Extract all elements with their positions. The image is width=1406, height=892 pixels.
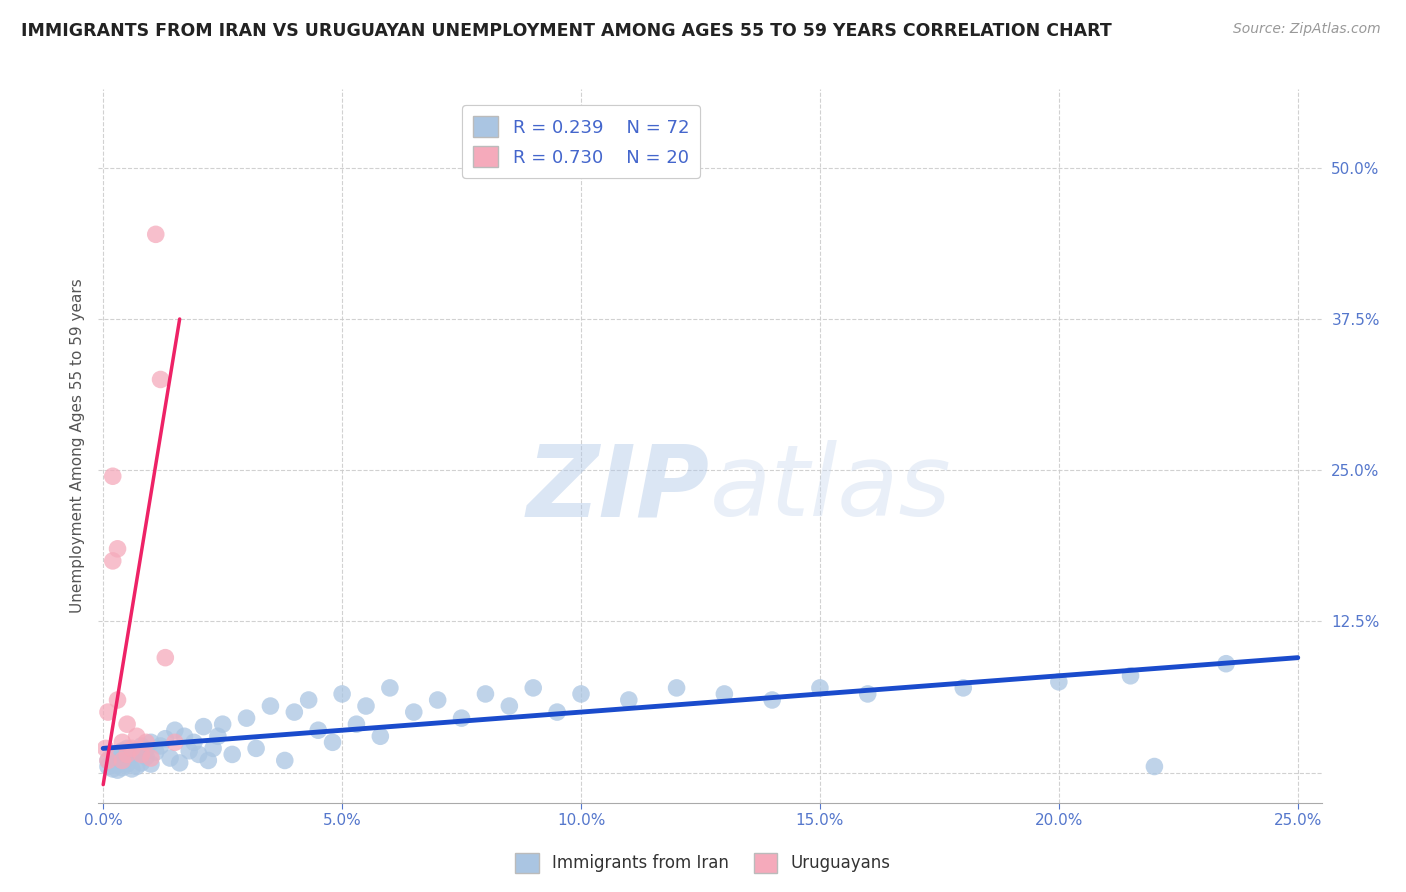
Point: [131, 756, 153, 770]
Text: ZIP: ZIP: [527, 441, 710, 537]
Point: [149, 739, 172, 753]
Point: [139, 751, 162, 765]
Point: [298, 693, 321, 707]
Point: [245, 741, 267, 756]
Point: [115, 717, 138, 731]
Y-axis label: Unemployment Among Ages 55 to 59 years: Unemployment Among Ages 55 to 59 years: [69, 278, 84, 614]
Point: [115, 747, 138, 762]
Point: [115, 757, 138, 772]
Point: [274, 754, 297, 768]
Point: [155, 731, 177, 746]
Point: [330, 687, 353, 701]
Point: [183, 735, 205, 749]
Point: [1215, 657, 1237, 671]
Point: [97, 705, 120, 719]
Point: [193, 720, 215, 734]
Point: [155, 650, 177, 665]
Point: [179, 744, 201, 758]
Point: [159, 751, 181, 765]
Point: [149, 372, 172, 386]
Point: [94, 741, 117, 756]
Point: [283, 705, 305, 719]
Point: [713, 687, 735, 701]
Point: [115, 752, 138, 766]
Point: [131, 747, 153, 762]
Point: [111, 754, 134, 768]
Point: [135, 735, 157, 749]
Point: [135, 742, 157, 756]
Text: atlas: atlas: [710, 441, 952, 537]
Point: [97, 759, 120, 773]
Point: [173, 729, 195, 743]
Text: Source: ZipAtlas.com: Source: ZipAtlas.com: [1233, 22, 1381, 37]
Point: [952, 681, 974, 695]
Point: [135, 749, 157, 764]
Point: [97, 754, 120, 768]
Point: [761, 693, 783, 707]
Point: [125, 746, 148, 760]
Point: [101, 469, 124, 483]
Text: IMMIGRANTS FROM IRAN VS URUGUAYAN UNEMPLOYMENT AMONG AGES 55 TO 59 YEARS CORRELA: IMMIGRANTS FROM IRAN VS URUGUAYAN UNEMPL…: [21, 22, 1112, 40]
Point: [121, 741, 143, 756]
Point: [107, 758, 129, 772]
Point: [97, 754, 120, 768]
Point: [665, 681, 688, 695]
Point: [163, 723, 186, 738]
Point: [211, 717, 233, 731]
Point: [354, 699, 377, 714]
Point: [139, 735, 162, 749]
Point: [569, 687, 592, 701]
Point: [107, 751, 129, 765]
Point: [197, 754, 219, 768]
Point: [202, 741, 225, 756]
Point: [107, 763, 129, 777]
Point: [101, 756, 124, 770]
Point: [808, 681, 831, 695]
Legend: R = 0.239    N = 72, R = 0.730    N = 20: R = 0.239 N = 72, R = 0.730 N = 20: [463, 105, 700, 178]
Point: [322, 735, 344, 749]
Point: [115, 741, 138, 756]
Point: [1119, 669, 1142, 683]
Point: [145, 227, 167, 242]
Point: [426, 693, 449, 707]
Point: [307, 723, 329, 738]
Point: [346, 717, 368, 731]
Point: [139, 757, 162, 772]
Point: [187, 747, 209, 762]
Point: [163, 735, 186, 749]
Point: [101, 747, 124, 762]
Point: [378, 681, 401, 695]
Point: [402, 705, 425, 719]
Point: [1047, 674, 1070, 689]
Point: [111, 755, 134, 769]
Point: [145, 745, 167, 759]
Point: [169, 756, 191, 770]
Point: [131, 739, 153, 753]
Point: [101, 554, 124, 568]
Point: [111, 735, 134, 749]
Point: [1143, 759, 1166, 773]
Point: [522, 681, 544, 695]
Point: [498, 699, 520, 714]
Point: [617, 693, 640, 707]
Point: [474, 687, 496, 701]
Point: [450, 711, 472, 725]
Legend: Immigrants from Iran, Uruguayans: Immigrants from Iran, Uruguayans: [509, 847, 897, 880]
Point: [546, 705, 568, 719]
Point: [235, 711, 257, 725]
Point: [856, 687, 879, 701]
Point: [125, 729, 148, 743]
Point: [101, 762, 124, 776]
Point: [370, 729, 392, 743]
Point: [259, 699, 281, 714]
Point: [111, 744, 134, 758]
Point: [207, 729, 229, 743]
Point: [111, 761, 134, 775]
Point: [107, 541, 129, 556]
Point: [221, 747, 243, 762]
Point: [107, 693, 129, 707]
Point: [121, 748, 143, 763]
Point: [125, 759, 148, 773]
Point: [121, 762, 143, 776]
